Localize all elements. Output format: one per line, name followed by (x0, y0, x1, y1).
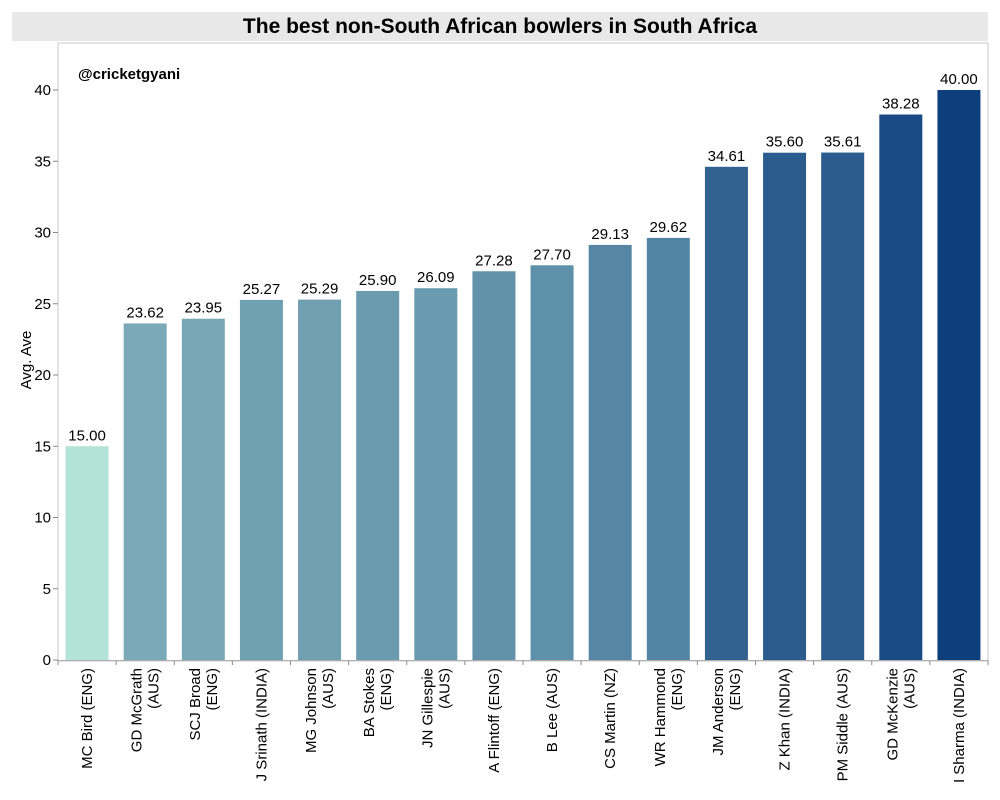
x-tick-label: GD McKenzie (AUS) (884, 668, 918, 761)
bar (65, 446, 109, 660)
bar-value-label: 27.28 (475, 252, 513, 269)
y-tick-label: 30 (34, 225, 51, 242)
y-tick-label: 20 (34, 367, 51, 384)
x-tick-label: I Sharma (INDIA) (951, 668, 968, 783)
bar (181, 318, 225, 660)
x-tick-label: PM Siddle (AUS) (835, 668, 852, 781)
x-tick-label-line: (AUS) (320, 668, 337, 709)
x-tick-label: A Flintoff (ENG) (486, 668, 503, 773)
x-tick-label-line: (ENG) (378, 668, 395, 711)
x-tick-label-line: J Srinath (INDIA) (253, 668, 270, 781)
x-tick-label-line: BA Stokes (361, 668, 378, 737)
watermark-label: @cricketgyani (78, 66, 180, 83)
bar-value-label: 35.61 (824, 134, 862, 151)
bar (298, 299, 342, 660)
y-tick-label: 0 (43, 652, 51, 669)
x-tick-label: Z Khan (INDIA) (777, 668, 794, 771)
chart-title: The best non-South African bowlers in So… (243, 15, 757, 38)
x-tick-label: MC Bird (ENG) (79, 668, 96, 769)
bar (239, 299, 283, 660)
x-tick-label-line: SCJ Broad (187, 668, 204, 741)
bar-value-label: 29.13 (591, 226, 629, 243)
x-tick-label-line: GD McKenzie (884, 668, 901, 761)
x-tick-label-line: WR Hammond (652, 668, 669, 766)
bar-value-label: 25.27 (243, 281, 281, 298)
title-bar (12, 12, 988, 41)
x-axis: MC Bird (ENG) GD McGrath (AUS) SCJ Broad (EN… (57, 660, 989, 783)
y-tick-label: 10 (34, 510, 51, 527)
x-tick-label: J Srinath (INDIA) (253, 668, 270, 781)
x-tick-label-line: Z Khan (INDIA) (777, 668, 794, 771)
bar-value-label: 38.28 (882, 96, 920, 113)
bar-value-label: 25.29 (301, 281, 339, 298)
bar (763, 152, 807, 660)
x-tick-label-line: (AUS) (901, 668, 918, 709)
bar-value-label: 35.60 (766, 134, 804, 151)
x-tick-label-line: MC Bird (ENG) (79, 668, 96, 769)
x-tick-label: WR Hammond (ENG) (652, 668, 686, 766)
x-tick-label: CS Martin (NZ) (602, 668, 619, 769)
x-tick-label: BA Stokes (ENG) (361, 668, 395, 737)
x-tick-label: JM Anderson (ENG) (710, 668, 744, 756)
y-tick-label: 15 (34, 438, 51, 455)
bar-value-label: 29.62 (650, 219, 688, 236)
x-tick-label-line: JM Anderson (710, 668, 727, 756)
bar (937, 90, 981, 660)
x-tick-label-line: I Sharma (INDIA) (951, 668, 968, 783)
bar (123, 323, 167, 660)
x-tick-label-line: (ENG) (669, 668, 686, 711)
bar-value-label: 15.00 (68, 427, 106, 444)
x-tick-label: MG Johnson (AUS) (303, 668, 337, 753)
bar-value-label: 23.62 (126, 304, 164, 321)
bar-value-label: 23.95 (185, 300, 223, 317)
x-tick-label: JN Gillespie (AUS) (419, 668, 453, 748)
x-tick-label-line: JN Gillespie (419, 668, 436, 748)
x-tick-label: GD McGrath (AUS) (129, 668, 163, 752)
bar (414, 288, 458, 660)
x-tick-label-line: (AUS) (436, 668, 453, 709)
y-tick-label: 35 (34, 153, 51, 170)
y-tick-label: 5 (43, 581, 51, 598)
bar (879, 114, 923, 660)
x-tick-label: B Lee (AUS) (544, 668, 561, 752)
bar (646, 237, 690, 661)
y-axis-title: Avg. Ave (18, 331, 35, 390)
bar (530, 265, 574, 660)
bar-value-label: 27.70 (533, 246, 571, 263)
x-tick-label-line: A Flintoff (ENG) (486, 668, 503, 773)
y-axis: 0 5 10 15 20 25 30 35 40 (34, 82, 58, 669)
bar-value-label: 34.61 (708, 148, 746, 165)
bar (821, 152, 865, 660)
x-tick-label-line: B Lee (AUS) (544, 668, 561, 752)
bar-value-label: 40.00 (940, 71, 978, 88)
bar-value-label: 26.09 (417, 269, 455, 286)
x-tick-label-line: (ENG) (204, 668, 221, 711)
y-tick-label: 25 (34, 296, 51, 313)
x-tick-label: SCJ Broad (ENG) (187, 668, 221, 741)
x-tick-label-line: CS Martin (NZ) (602, 668, 619, 769)
x-tick-label-line: (ENG) (727, 668, 744, 711)
x-tick-label-line: GD McGrath (129, 668, 146, 752)
bar (356, 290, 400, 660)
y-tick-label: 40 (34, 82, 51, 99)
x-tick-label-line: MG Johnson (303, 668, 320, 753)
x-tick-label-line: (AUS) (146, 668, 163, 709)
bar (704, 166, 748, 660)
bar-value-label: 25.90 (359, 272, 397, 289)
bar (472, 271, 516, 660)
x-tick-label-line: PM Siddle (AUS) (835, 668, 852, 781)
bars-group: 15.00 23.62 23.95 25.27 25.29 25.90 26.09 27.28… (65, 71, 981, 661)
bar (588, 244, 632, 660)
